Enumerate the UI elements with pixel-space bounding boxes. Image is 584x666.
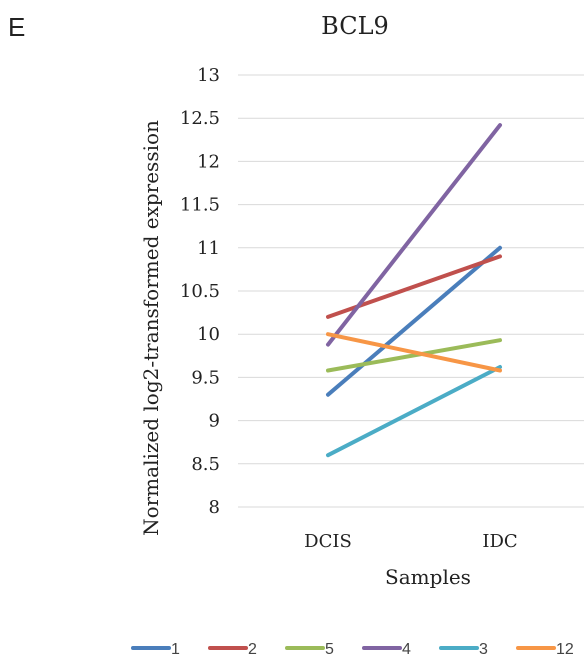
legend: 1 2 5 4 3 12 [131,641,574,658]
y-tick-label: 8.5 [191,454,220,475]
y-tick-label: 9 [209,411,220,432]
y-tick-label: 11.5 [180,195,220,216]
legend-label-12: 12 [556,641,574,658]
legend-label-5: 5 [325,641,334,658]
y-tick-label: 11 [197,238,220,259]
x-tick-label: DCIS [304,531,352,552]
x-axis-title: Samples [385,565,471,589]
x-tick-label: IDC [482,531,517,552]
series-line-4 [326,123,502,347]
series-line-3 [326,365,502,458]
panel-label: E [8,12,25,42]
series-line-1 [326,245,502,397]
y-tick-label: 9.5 [191,367,220,388]
legend-label-2: 2 [248,641,257,658]
y-tick-label: 10.5 [180,281,220,302]
y-tick-label: 13 [197,65,220,86]
series-line-5 [326,338,502,373]
y-axis-title: Normalized log2-transformed expression [139,120,163,536]
x-axis-ticks: DCIS IDC [304,531,517,552]
series-line-12 [326,332,502,373]
y-axis-ticks: 8 8.5 9 9.5 10 10.5 11 11.5 12 12.5 13 [180,65,220,518]
gridlines [238,74,584,508]
y-tick-label: 12 [197,151,220,172]
chart-title: BCL9 [321,12,389,40]
legend-label-1: 1 [171,641,180,658]
legend-label-4: 4 [402,641,411,658]
y-tick-label: 10 [197,324,220,345]
y-tick-label: 12.5 [180,108,220,129]
series-line-2 [326,254,502,319]
series-lines [326,123,502,458]
y-tick-label: 8 [209,497,220,518]
legend-label-3: 3 [479,641,488,658]
